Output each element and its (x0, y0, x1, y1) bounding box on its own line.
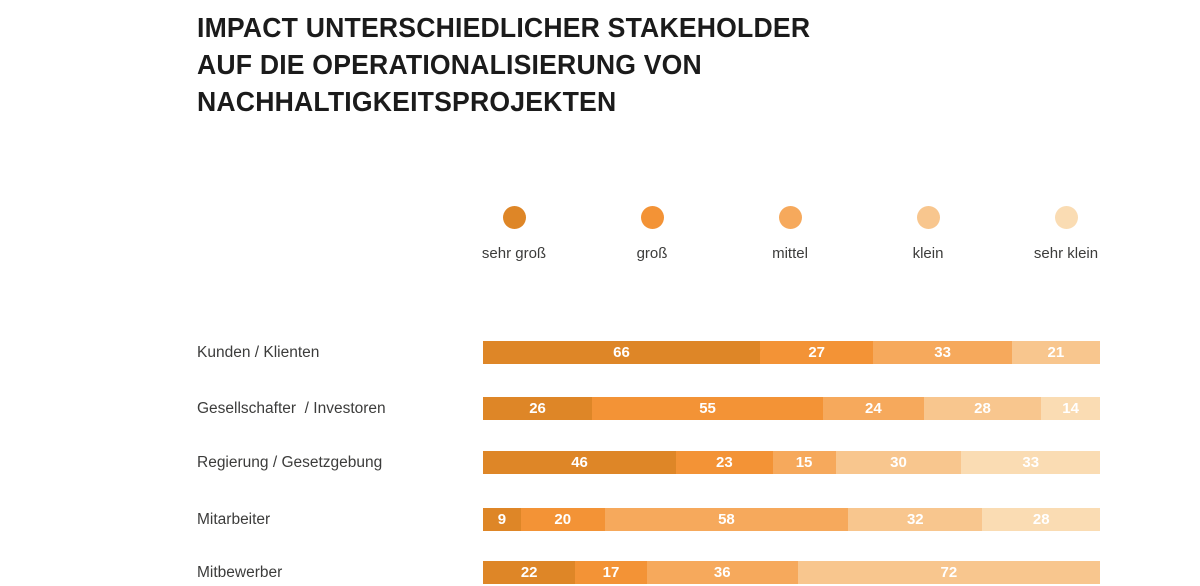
segment-value-label: 33 (1022, 454, 1040, 471)
legend-dot-icon (502, 206, 526, 229)
segment-value-label: 23 (715, 454, 733, 471)
bar-segment: 17 (575, 561, 647, 584)
bar-segment: 20 (520, 508, 605, 531)
bar-row: Mitarbeiter 9 20 58 32 28 (0, 508, 1200, 531)
bar-segment: 26 (483, 397, 593, 420)
legend-dot-icon (1054, 206, 1078, 229)
bar-segment: 33 (873, 341, 1012, 364)
bar-segment: 23 (676, 451, 773, 474)
category-label: Regierung / Gesetzgebung (197, 453, 383, 471)
bar-segment: 22 (483, 561, 576, 584)
bar-segment: 9 (483, 508, 521, 531)
stacked-bar: 9 20 58 32 28 (483, 508, 1100, 531)
segment-value-label: 17 (602, 564, 620, 581)
segment-value-label: 32 (906, 511, 924, 528)
legend-item: groß (582, 206, 722, 262)
bar-row: Mitbewerber 22 17 36 72 (0, 561, 1200, 584)
bar-segment: 36 (646, 561, 798, 584)
segment-value-label: 20 (554, 511, 572, 528)
legend-dot-icon (640, 206, 664, 229)
segment-value-label: 46 (571, 454, 588, 471)
segment-value-label: 14 (1062, 400, 1079, 417)
category-label: Mitbewerber (197, 563, 283, 581)
segment-value-label: 33 (934, 344, 951, 361)
category-label: Gesellschafter / Investoren (197, 399, 386, 417)
bar-segment: 58 (604, 508, 849, 531)
segment-value-label: 55 (699, 400, 716, 417)
segment-value-label: 24 (864, 400, 882, 417)
bar-segment: 46 (483, 451, 677, 474)
segment-value-label: 58 (718, 511, 735, 528)
bar-segment: 72 (797, 561, 1100, 584)
legend-item: sehr groß (444, 206, 584, 262)
legend-label: groß (636, 245, 668, 262)
stacked-bar: 66 27 33 21 (483, 341, 1100, 364)
bar-segment: 30 (835, 451, 962, 474)
bar-segment: 14 (1041, 397, 1100, 420)
legend-label: sehr groß (481, 245, 547, 262)
bar-segment: 15 (772, 451, 836, 474)
segment-value-label: 30 (890, 454, 907, 471)
stacked-bar: 46 23 15 30 33 (483, 451, 1100, 474)
segment-value-label: 27 (808, 344, 826, 361)
bar-segment: 24 (822, 397, 924, 420)
segment-value-label: 36 (713, 564, 731, 581)
bar-segment: 33 (961, 451, 1100, 474)
legend-label: klein (912, 245, 944, 262)
bar-segment: 28 (923, 397, 1042, 420)
segment-value-label: 66 (613, 344, 630, 361)
bar-row: Gesellschafter / Investoren 26 55 24 28 14 (0, 397, 1200, 420)
bar-row: Regierung / Gesetzgebung 46 23 15 30 33 (0, 451, 1200, 474)
bar-row: Kunden / Klienten 66 27 33 21 (0, 341, 1200, 364)
bar-segment: 21 (1011, 341, 1100, 364)
segment-value-label: 22 (520, 564, 538, 581)
segment-value-label: 15 (795, 454, 813, 471)
category-label: Mitarbeiter (197, 510, 271, 528)
segment-value-label: 26 (529, 400, 546, 417)
legend-item: klein (858, 206, 998, 262)
legend-item: mittel (720, 206, 860, 262)
category-label: Kunden / Klienten (197, 343, 320, 361)
bar-segment: 28 (982, 508, 1100, 531)
segment-value-label: 28 (974, 400, 991, 417)
bar-segment: 32 (848, 508, 983, 531)
bar-segment: 55 (592, 397, 823, 420)
stacked-bar: 22 17 36 72 (483, 561, 1100, 584)
legend-label: mittel (772, 245, 808, 262)
legend-dot-icon (916, 206, 940, 229)
legend-dot-icon (778, 206, 802, 229)
segment-value-label: 21 (1047, 344, 1065, 361)
segment-value-label: 9 (497, 511, 507, 528)
legend-label: sehr klein (1033, 245, 1099, 262)
legend-item: sehr klein (996, 206, 1136, 262)
segment-value-label: 72 (940, 564, 958, 581)
bar-segment: 27 (760, 341, 874, 364)
bar-segment: 66 (483, 341, 761, 364)
stacked-bar: 26 55 24 28 14 (483, 397, 1100, 420)
chart-title: IMPACT UNTERSCHIEDLICHER STAKEHOLDER AUF… (197, 12, 811, 117)
segment-value-label: 28 (1032, 511, 1050, 528)
